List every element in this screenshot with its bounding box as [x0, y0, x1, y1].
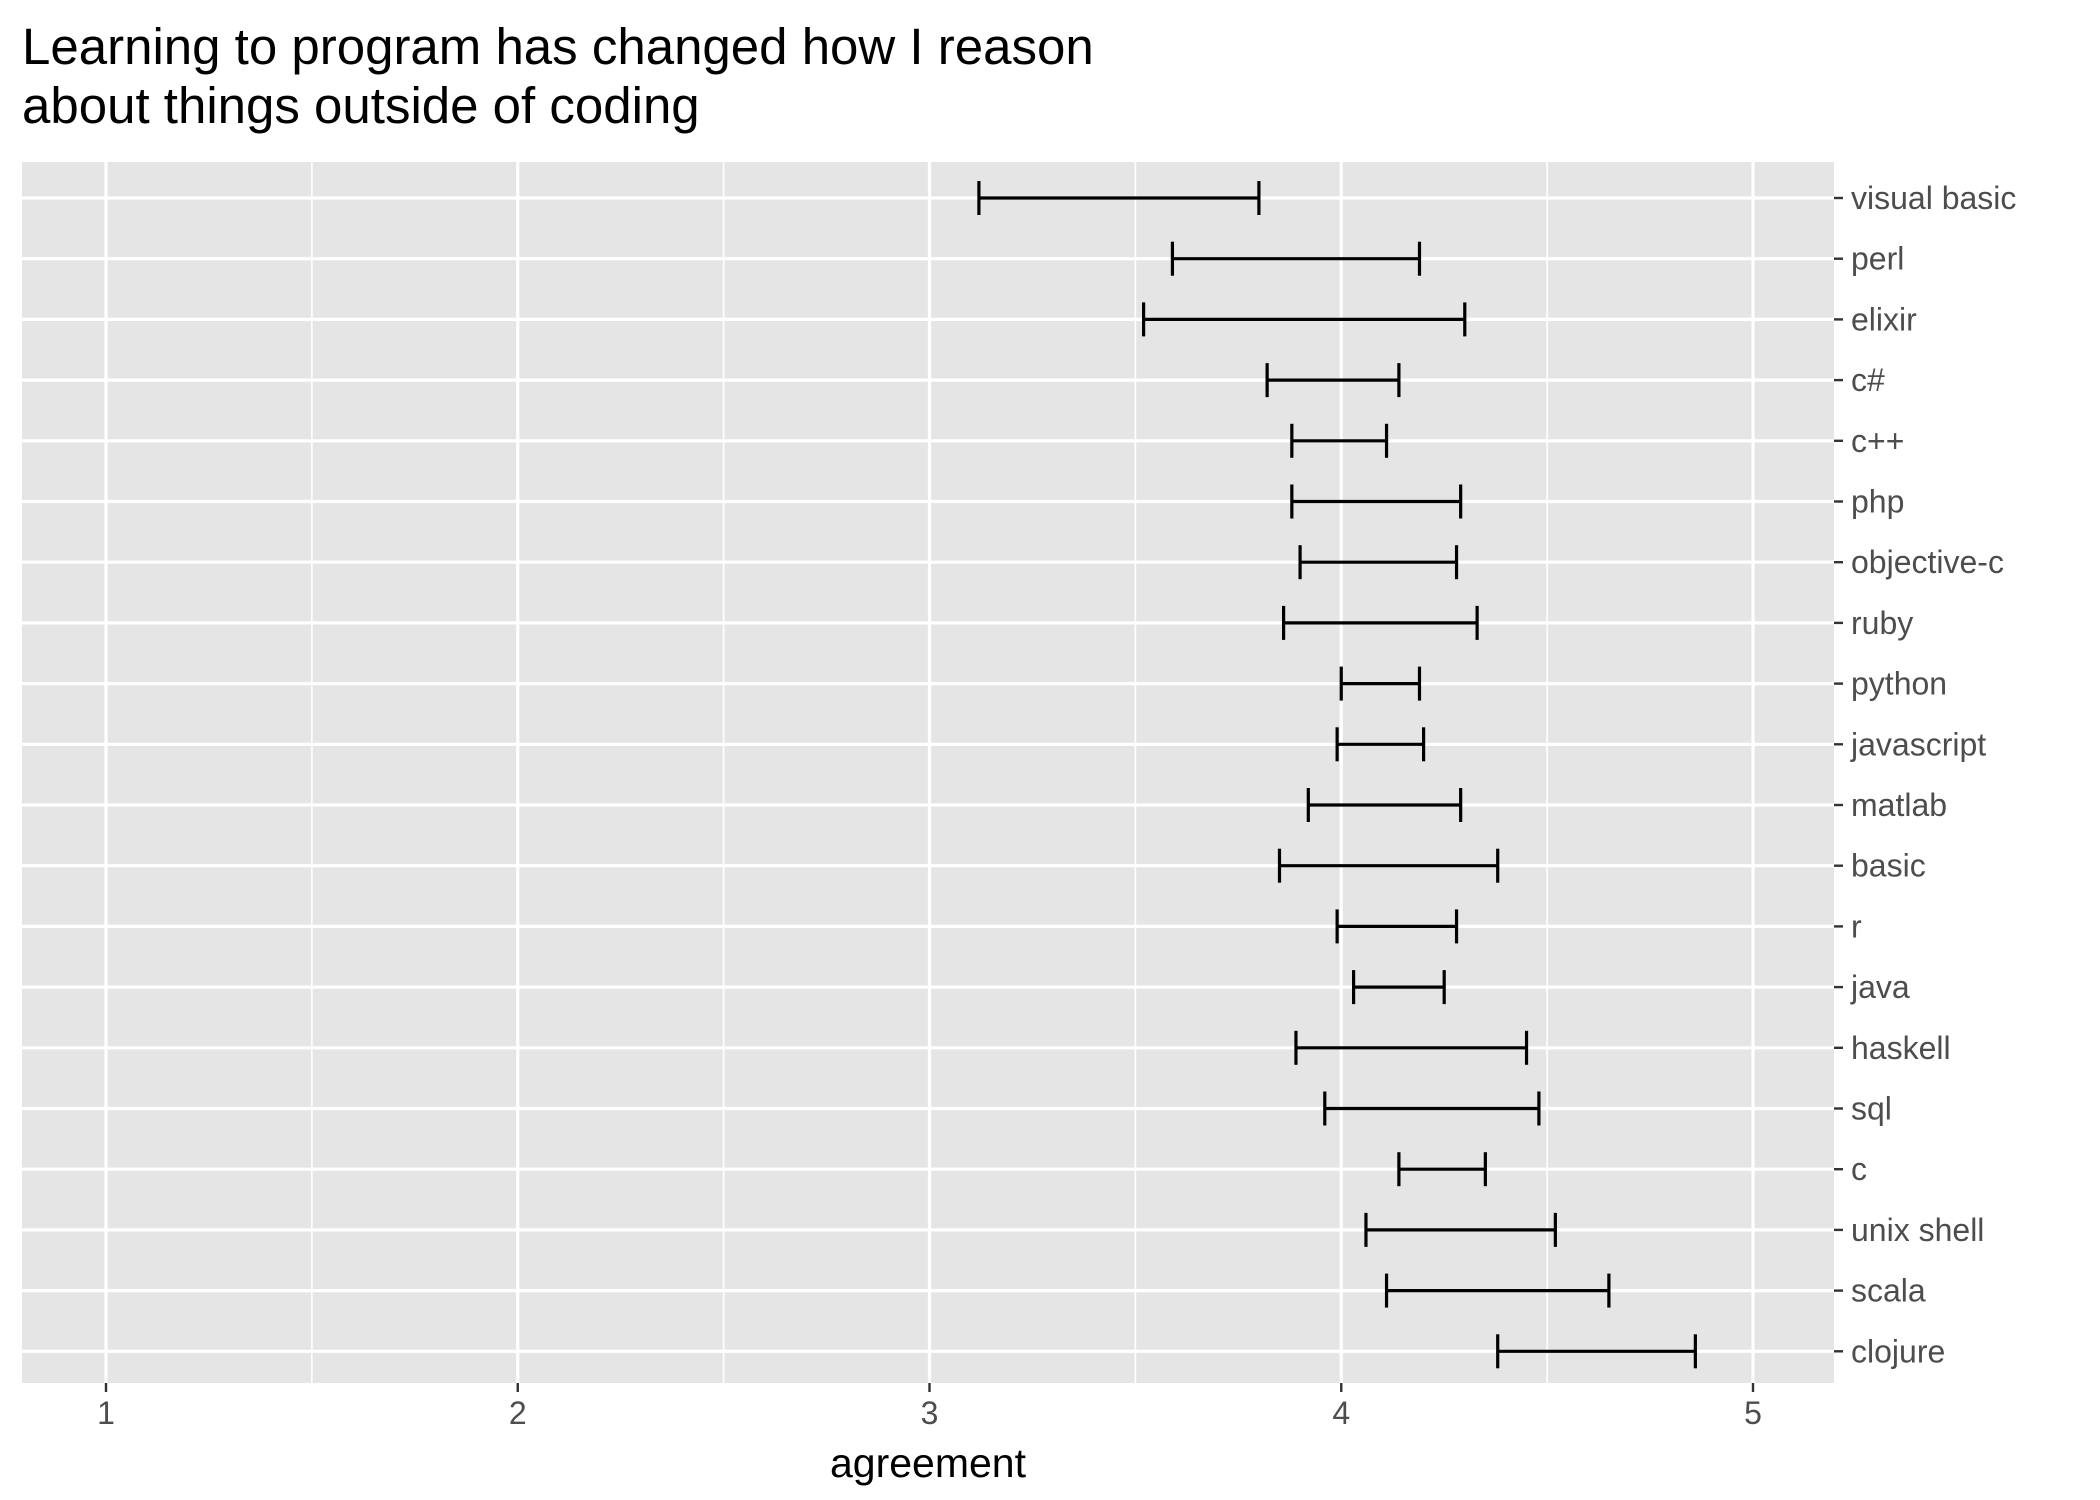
error-bar-matlab — [1306, 788, 1463, 822]
error-bar-elixir — [1142, 302, 1467, 337]
y-tick-label: basic — [1851, 848, 1926, 884]
y-tick-label: c# — [1851, 362, 1885, 398]
y-tick-label: sql — [1851, 1091, 1892, 1127]
y-tick-label: r — [1851, 908, 1862, 944]
chart-title-line-2: about things outside of coding — [22, 77, 700, 134]
error-bar-objective-c — [1298, 545, 1459, 580]
chart-title-line-1: Learning to program has changed how I re… — [22, 18, 1094, 75]
y-tick-label: scala — [1851, 1273, 1926, 1309]
y-tick-label: perl — [1851, 241, 1904, 277]
y-tick-label: c — [1851, 1151, 1867, 1187]
y-tick-label: ruby — [1851, 605, 1913, 641]
error-bars — [977, 181, 1697, 1369]
y-tick-label: c++ — [1851, 423, 1904, 459]
y-tick-label: haskell — [1851, 1030, 1951, 1066]
error-bar-unix-shell — [1364, 1212, 1557, 1247]
error-bar-perl — [1170, 241, 1422, 276]
y-tick-label: java — [1850, 969, 1910, 1005]
y-tick-label: matlab — [1851, 787, 1947, 823]
error-bar-scala — [1384, 1273, 1611, 1308]
error-bar-python — [1339, 666, 1422, 701]
y-tick-label: elixir — [1851, 301, 1917, 337]
minor-gridlines — [311, 162, 1548, 1383]
y-axis: visual basic perl elixir c# c++ php objective-… — [1834, 180, 2016, 1369]
x-tick-label: 3 — [921, 1395, 939, 1431]
y-tick-label: visual basic — [1851, 180, 2016, 216]
x-tick-label: 5 — [1744, 1395, 1762, 1431]
y-tick-label: javascript — [1850, 726, 1986, 762]
x-axis: 1 2 3 4 5 — [97, 1383, 1762, 1431]
y-tick-label: unix shell — [1851, 1212, 1984, 1248]
x-axis-label: agreement — [830, 1440, 1027, 1486]
y-tick-label: clojure — [1851, 1333, 1945, 1369]
y-tick-label: objective-c — [1851, 544, 2004, 580]
error-bar-javascript — [1335, 727, 1426, 762]
error-bar-ruby — [1282, 605, 1479, 640]
x-tick-label: 4 — [1332, 1395, 1350, 1431]
x-tick-label: 1 — [97, 1395, 115, 1431]
error-bar-r — [1335, 909, 1459, 944]
y-tick-label: php — [1851, 484, 1904, 520]
error-bar-basic — [1277, 848, 1500, 883]
error-bar-haskell — [1294, 1030, 1529, 1065]
error-bar-java — [1352, 970, 1446, 1005]
error-bar-c — [1290, 423, 1389, 458]
error-bar-php — [1290, 484, 1463, 519]
error-bar-visual-basic — [977, 181, 1261, 215]
x-tick-label: 2 — [509, 1395, 527, 1431]
error-bar-sql — [1323, 1091, 1541, 1126]
y-tick-label: python — [1851, 666, 1947, 702]
major-gridlines — [104, 162, 1755, 1383]
error-bar-c — [1397, 1152, 1487, 1187]
error-bar-c — [1265, 363, 1401, 398]
error-bar-clojure — [1496, 1334, 1697, 1369]
